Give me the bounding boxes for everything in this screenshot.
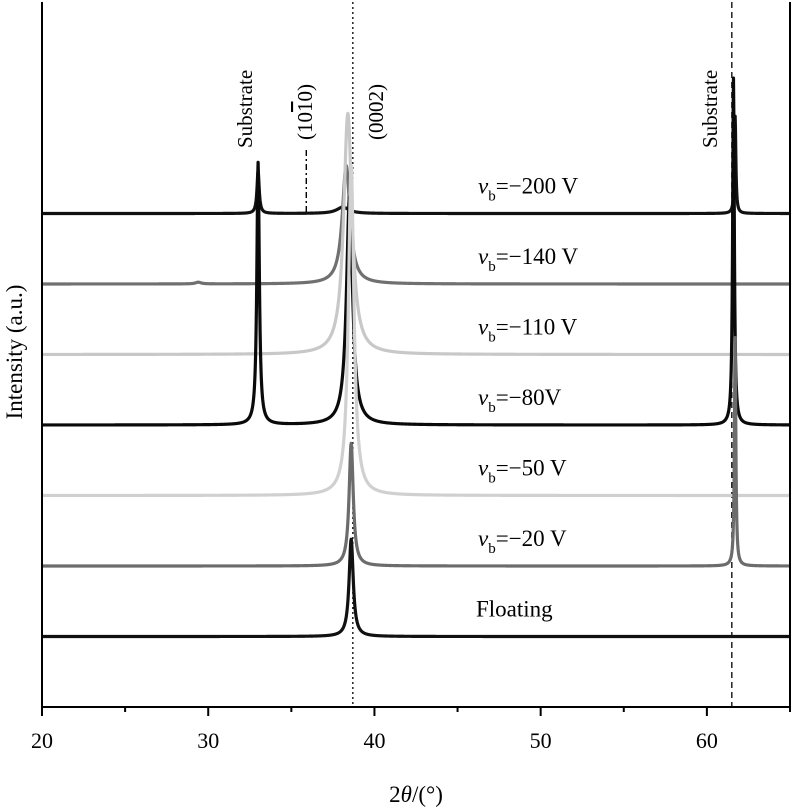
series-label-symbol: v <box>478 456 489 481</box>
series-line-0 <box>40 114 792 216</box>
series-label-subscript: b <box>488 330 496 346</box>
series-label-value: =−80V <box>496 385 562 410</box>
series-labels: vb=−200 Vvb=−140 Vvb=−110 Vvb=−80Vvb=−50… <box>476 174 578 622</box>
series-label-symbol: v <box>478 526 489 551</box>
series-line-5 <box>40 335 792 568</box>
x-tick-label-60: 60 <box>696 728 718 753</box>
series-line-3 <box>40 76 792 427</box>
x-tick-label-50: 50 <box>530 728 552 753</box>
series-line-6 <box>40 537 792 639</box>
y-axis-title: Intensity (a.u.) <box>2 285 27 420</box>
series-label-value: =−20 V <box>496 526 567 551</box>
series-label-subscript: b <box>488 400 496 416</box>
series-label-subscript: b <box>488 471 496 487</box>
series-label-subscript: b <box>488 541 496 557</box>
series-label-4: vb=−50 V <box>478 456 567 487</box>
series-label-symbol: v <box>478 174 489 199</box>
series-label-subscript: b <box>488 259 496 275</box>
series-lines <box>40 76 792 639</box>
series-line-1 <box>40 163 792 286</box>
series-label-0: vb=−200 V <box>478 174 578 205</box>
peak-annotation-2: (0002) <box>364 84 388 140</box>
series-label-5: vb=−20 V <box>478 526 567 557</box>
series-label-1: vb=−140 V <box>478 244 578 275</box>
x-tick-label-40: 40 <box>363 728 385 753</box>
series-label-value: =−200 V <box>496 174 579 199</box>
x-axis-title-unit: /(°) <box>412 782 443 807</box>
plot-frame <box>41 2 791 708</box>
series-label-value: =−140 V <box>496 244 579 269</box>
x-tick-label-20: 20 <box>31 728 53 753</box>
series-label-symbol: v <box>478 385 489 410</box>
peak-annotations: Substrate (1010) (0002) Substrate <box>233 70 722 215</box>
x-axis-title-main: 2 <box>389 782 401 807</box>
peak-annotation-3: Substrate <box>698 70 722 148</box>
series-label-value: =−50 V <box>496 456 567 481</box>
miller-index-tail: 0) <box>293 84 317 102</box>
series-label-symbol: v <box>478 315 489 340</box>
series-line-2 <box>40 111 792 357</box>
x-axis-title-symbol: θ <box>401 782 412 807</box>
series-label-2: vb=−110 V <box>478 315 578 346</box>
peak-annotation-0: Substrate <box>233 70 257 148</box>
x-tick-label-30: 30 <box>197 728 219 753</box>
series-line-4 <box>40 163 792 498</box>
series-label-subscript: b <box>488 189 496 205</box>
miller-index-head: (10 <box>293 112 317 140</box>
peak-annotation-1: (1010) <box>293 84 317 140</box>
miller-index-bar-digit: 1 <box>293 102 317 113</box>
series-label-3: vb=−80V <box>478 385 562 416</box>
series-label-6: Floating <box>476 597 553 622</box>
x-axis-title: 2θ/(°) <box>389 782 443 807</box>
series-label-symbol: v <box>478 244 489 269</box>
series-label-value: =−110 V <box>496 315 578 340</box>
x-axis-ticks: 20 30 40 50 60 <box>31 707 791 753</box>
